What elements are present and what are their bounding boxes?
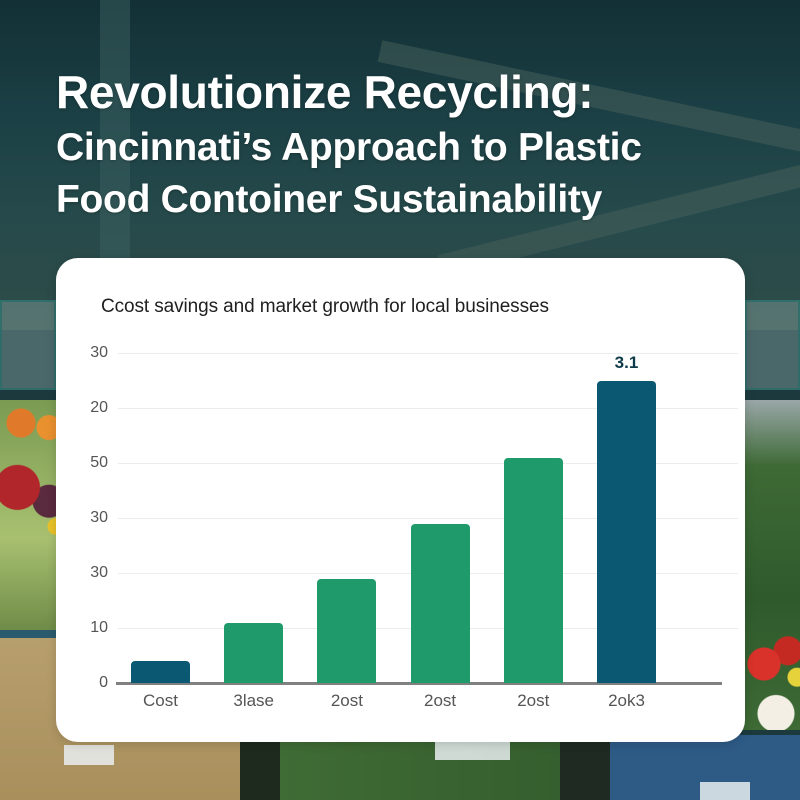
y-axis-tick-label: 30 (90, 344, 108, 361)
x-axis-baseline (116, 682, 722, 685)
background-window (745, 300, 800, 390)
background-bin-label (435, 742, 510, 760)
x-axis-category-label: 2ok3 (608, 691, 645, 710)
chart-title: Ccost savings and market growth for loca… (101, 296, 549, 317)
gridline (118, 408, 738, 409)
background-bin-label (64, 745, 114, 765)
gridline (118, 518, 738, 519)
bar (503, 457, 563, 683)
bar (317, 578, 377, 683)
y-axis-tick-label: 10 (90, 619, 108, 636)
y-axis-tick-label: 20 (90, 399, 108, 416)
x-axis-category-label: Cost (143, 691, 178, 710)
y-axis-tick-label: 0 (99, 674, 108, 691)
headline-line-3: Food Contoiner Sustainability (56, 178, 602, 221)
x-axis-category-label: 3lase (233, 691, 274, 710)
x-axis-category-label: 2ost (517, 691, 550, 710)
bar-chart: 30 20 50 30 30 10 0 Cost 3lase 2ost 2ost 2ost 2ok3 3.… (56, 258, 745, 742)
y-axis-tick-label: 50 (90, 454, 108, 471)
bar (597, 380, 656, 683)
bar (131, 661, 190, 683)
gridline (118, 353, 738, 354)
background-window (0, 300, 56, 390)
bar (224, 622, 284, 683)
bar (410, 523, 470, 683)
y-axis-tick-label: 30 (90, 509, 108, 526)
y-axis-tick-label: 30 (90, 564, 108, 581)
background-produce-right (740, 400, 800, 730)
headline-line-2: Cincinnati’s Approach to Plastic (56, 126, 642, 169)
background-bin-label (700, 782, 750, 800)
background-bin-middle (240, 740, 620, 800)
chart-card: Ccost savings and market growth for loca… (56, 258, 745, 742)
x-axis-category-label: 2ost (424, 691, 457, 710)
x-axis-category-label: 2ost (330, 691, 363, 710)
headline-line-1: Revolutionize Recycling: (56, 66, 594, 118)
headline: Revolutionize Recycling: Cincinnati’s Ap… (56, 62, 756, 226)
gridline (118, 463, 738, 464)
bar-value-label: 3.1 (614, 352, 639, 372)
